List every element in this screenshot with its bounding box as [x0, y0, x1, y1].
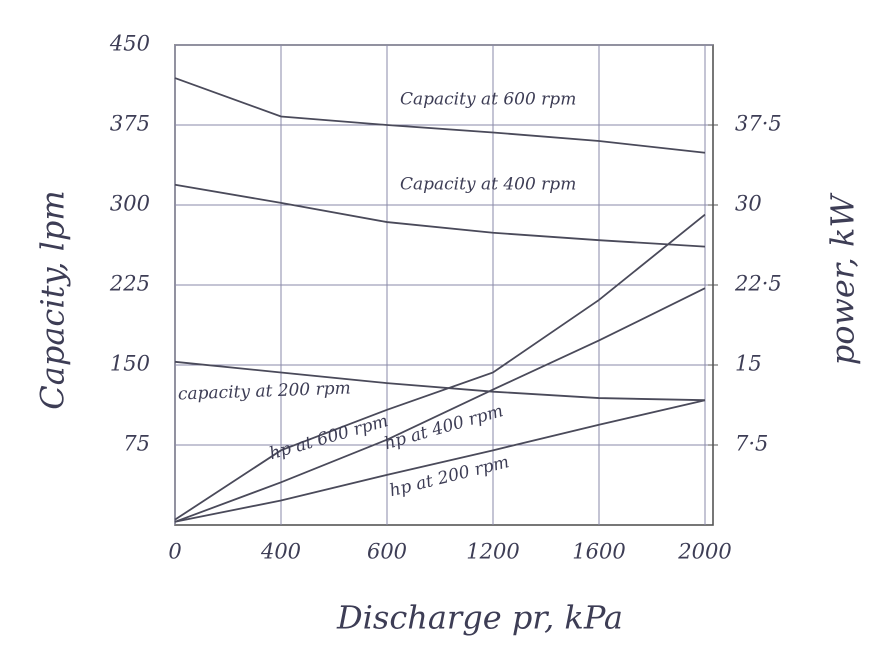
x-axis-label: Discharge pr, kPa: [336, 599, 623, 637]
series-label: hp at 400 rpm: [382, 401, 505, 454]
y-tick-label: 450: [109, 32, 150, 56]
x-tick-label: 400: [260, 540, 301, 564]
y2-tick-label: 15: [735, 352, 762, 376]
series-label: Capacity at 600 rpm: [400, 90, 576, 110]
x-tick-label: 2000: [677, 540, 731, 564]
y-tick-label: 375: [110, 112, 150, 136]
y2-tick-label: 37·5: [735, 112, 782, 136]
y2-axis-label: power, kW: [824, 192, 862, 366]
y2-tick-label: 30: [735, 192, 762, 216]
series-label: Capacity at 400 rpm: [400, 175, 576, 195]
y-axis-label: Capacity, lpm: [34, 190, 72, 409]
y-tick-label: 150: [110, 352, 150, 376]
y-tick-label: 300: [110, 192, 150, 216]
y-tick-label: 75: [123, 432, 150, 456]
series-label: capacity at 200 rpm: [178, 378, 351, 404]
series-label: hp at 600 rpm: [267, 411, 390, 464]
x-tick-label: 1200: [466, 540, 519, 564]
y-tick-label: 225: [109, 272, 150, 296]
chart: Discharge pr, kPa Capacity, lpm power, k…: [0, 0, 882, 663]
x-tick-label: 600: [367, 540, 407, 564]
page: Discharge pr, kPa Capacity, lpm power, k…: [0, 0, 882, 663]
y2-tick-label: 7·5: [735, 432, 768, 456]
x-tick-label: 0: [168, 540, 181, 564]
x-tick-label: 1600: [572, 540, 625, 564]
y2-tick-label: 22·5: [734, 272, 782, 296]
